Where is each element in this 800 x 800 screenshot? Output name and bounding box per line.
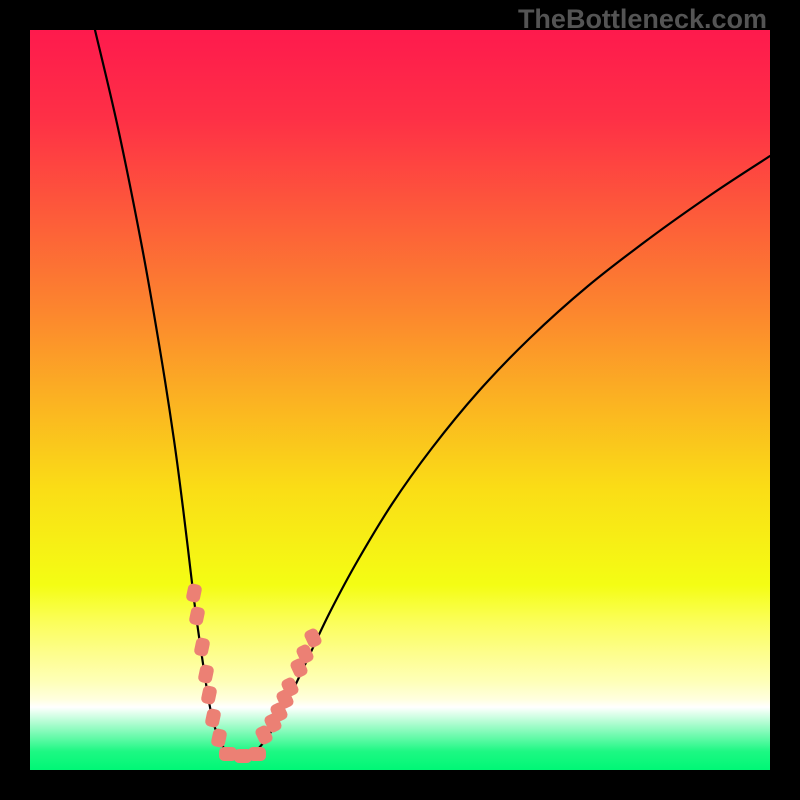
watermark-text: TheBottleneck.com [518, 4, 767, 35]
plot-area [30, 30, 770, 770]
curve-right [240, 156, 770, 759]
chart-frame: TheBottleneck.com [0, 0, 800, 800]
curve-left [95, 30, 240, 759]
curve-svg [30, 30, 770, 770]
data-marker [248, 747, 266, 761]
